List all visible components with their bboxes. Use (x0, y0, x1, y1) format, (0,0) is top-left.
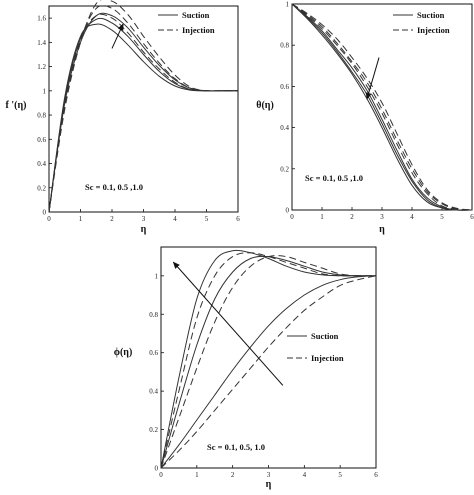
x-tick-label: 2 (110, 215, 114, 223)
legend: Suction Injection (393, 10, 450, 35)
series-line-dashed-5 (48, 0, 238, 213)
y-tick-label: 1.4 (37, 39, 46, 47)
legend-label: Suction (417, 10, 445, 20)
y-tick-label: 0 (155, 465, 159, 473)
y-tick-label: 1 (155, 272, 159, 280)
series-line-solid-0 (160, 249, 376, 469)
y-tick-label: 0.2 (149, 426, 158, 434)
x-tick-label: 0 (159, 471, 163, 479)
x-tick-label: 6 (374, 471, 378, 479)
x-axis-label: η (141, 224, 147, 235)
y-tick-label: 0.6 (280, 83, 289, 91)
y-tick-label: 1.6 (37, 15, 46, 23)
x-axis-label: η (379, 224, 385, 235)
x-tick-label: 4 (410, 213, 414, 221)
x-tick-label: 6 (236, 215, 240, 223)
y-tick-label: 0 (43, 209, 47, 217)
x-tick-label: 4 (173, 215, 177, 223)
y-tick-label: 0.8 (149, 311, 158, 319)
x-tick-label: 5 (440, 213, 444, 221)
sc-annotation: Sc = 0.1, 0.5, 1.0 (207, 442, 265, 452)
y-tick-label: 0.8 (37, 112, 46, 120)
y-tick-label: 0.4 (37, 160, 46, 168)
y-axis-label: θ(η) (256, 100, 274, 111)
x-tick-label: 1 (320, 213, 324, 221)
x-tick-label: 3 (380, 213, 384, 221)
series-line-solid-1 (160, 255, 377, 469)
x-axis-label: η (266, 479, 272, 490)
x-tick-label: 0 (290, 213, 294, 221)
y-tick-label: 1 (286, 1, 290, 9)
x-tick-label: 6 (470, 213, 474, 221)
x-tick-label: 3 (142, 215, 146, 223)
series-line-dashed-4 (291, 3, 473, 211)
sc-annotation: Sc = 0.1, 0.5 ,1.0 (305, 173, 363, 183)
chart-f_prime: 0 1 2 3 4 5 6 0 0.2 0.4 0.6 0.8 1 1.2 1.4 1.6 η f '(η) Suc… (6, 0, 240, 235)
legend: Suction Injection (287, 331, 344, 363)
y-tick-label: 0.6 (149, 349, 158, 357)
x-tick-label: 2 (350, 213, 354, 221)
x-tick-label: 1 (195, 471, 199, 479)
series-line-solid-2 (291, 3, 473, 211)
y-tick-label: 0 (286, 207, 290, 215)
x-tick-label: 2 (231, 471, 235, 479)
series-line-dashed-5 (160, 275, 377, 469)
y-tick-label: 0.2 (37, 184, 46, 192)
x-tick-label: 4 (303, 471, 307, 479)
y-tick-label: 1.2 (37, 63, 46, 71)
series-line-dashed-4 (160, 255, 377, 469)
y-axis-label: ϕ(η) (114, 347, 133, 358)
x-tick-label: 5 (205, 215, 209, 223)
series-line-dashed-3 (160, 252, 376, 469)
y-tick-label: 0.6 (37, 136, 46, 144)
chart-theta: 0 1 2 3 4 5 6 0 0.2 0.4 0.6 0.8 1 η θ(η) Suction Injecti… (256, 1, 474, 236)
series-line-solid-2 (160, 275, 377, 469)
series-line-dashed-3 (291, 3, 473, 211)
y-tick-label: 0.4 (149, 388, 158, 396)
y-tick-label: 0.4 (280, 124, 289, 132)
trend-arrow (365, 57, 380, 100)
x-tick-label: 0 (47, 215, 51, 223)
y-tick-label: 0.2 (280, 165, 289, 173)
legend-label: Injection (311, 353, 344, 363)
trend-arrow (111, 23, 124, 49)
y-axis-label: f '(η) (6, 100, 27, 111)
y-tick-label: 0.8 (280, 42, 289, 50)
chart-phi: 0 1 2 3 4 5 6 0 0.2 0.4 0.6 0.8 1 η ϕ(η) Suction Injecti… (114, 246, 378, 490)
trend-arrow (172, 261, 284, 386)
legend-label: Injection (417, 25, 450, 35)
series-line-dashed-5 (291, 3, 473, 211)
legend-label: Suction (311, 331, 339, 341)
x-tick-label: 3 (267, 471, 271, 479)
x-tick-label: 1 (79, 215, 83, 223)
x-tick-label: 5 (338, 471, 342, 479)
legend-label: Injection (182, 25, 215, 35)
sc-annotation: Sc = 0.1, 0.5 ,1.0 (85, 182, 143, 192)
series-line-solid-1 (291, 3, 473, 211)
legend-label: Suction (182, 10, 210, 20)
legend: Suction Injection (158, 10, 215, 35)
y-tick-label: 1 (43, 87, 47, 95)
